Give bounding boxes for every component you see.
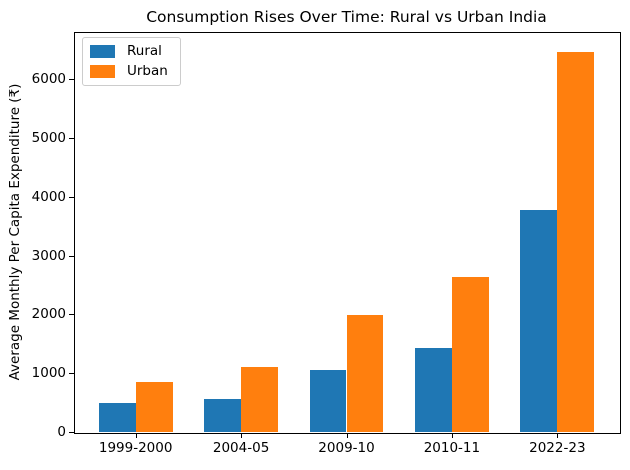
bar-urban-2022-23: [557, 52, 595, 432]
legend-entry-urban: Urban: [90, 62, 168, 79]
x-tick-label: 2004-05: [212, 440, 270, 456]
x-tick-mark: [557, 433, 559, 438]
x-tick-label: 2010-11: [423, 440, 481, 456]
y-tick-label: 4000: [31, 188, 66, 205]
y-axis-label: Average Monthly Per Capita Expenditure (…: [7, 83, 23, 381]
legend-label-urban: Urban: [127, 62, 168, 79]
x-tick-mark: [135, 433, 137, 438]
y-tick-label: 2000: [31, 306, 66, 323]
bar-urban-2010-11: [451, 277, 489, 432]
bar-urban-2004-05: [241, 367, 278, 432]
y-tick-mark: [69, 79, 74, 81]
y-tick-label: 5000: [31, 129, 66, 146]
bar-rural-2009-10: [309, 370, 347, 432]
bar-rural-2004-05: [204, 399, 242, 432]
y-tick-label: 1000: [31, 365, 66, 382]
legend-label-rural: Rural: [127, 43, 162, 59]
y-tick-label: 6000: [31, 71, 66, 88]
legend-swatch-rural-icon: [90, 45, 115, 59]
y-tick-mark: [69, 373, 74, 375]
chart-title: Consumption Rises Over Time: Rural vs Ur…: [146, 8, 547, 26]
legend: Rural Urban: [82, 37, 181, 86]
y-tick-mark: [69, 196, 74, 198]
bar-rural-2022-23: [520, 210, 558, 432]
x-tick-label: 2022-23: [529, 440, 586, 456]
y-tick-mark: [69, 137, 74, 139]
x-tick-mark: [451, 433, 453, 438]
bar-urban-1999-2000: [135, 381, 173, 432]
x-tick-mark: [241, 433, 243, 438]
x-tick-label: 2009-10: [318, 440, 375, 456]
bar-urban-2009-10: [346, 315, 384, 432]
legend-swatch-urban-icon: [90, 64, 115, 78]
bar-rural-2010-11: [415, 347, 452, 432]
y-tick-mark: [69, 432, 74, 433]
y-tick-mark: [69, 314, 74, 316]
x-tick-label: 1999-2000: [98, 440, 173, 456]
bar-rural-1999-2000: [98, 403, 136, 432]
x-tick-mark: [346, 433, 348, 438]
y-tick-label: 3000: [31, 247, 66, 264]
y-tick-label: 0: [57, 424, 66, 440]
y-tick-mark: [69, 255, 74, 257]
legend-entry-rural: Rural: [90, 43, 168, 59]
